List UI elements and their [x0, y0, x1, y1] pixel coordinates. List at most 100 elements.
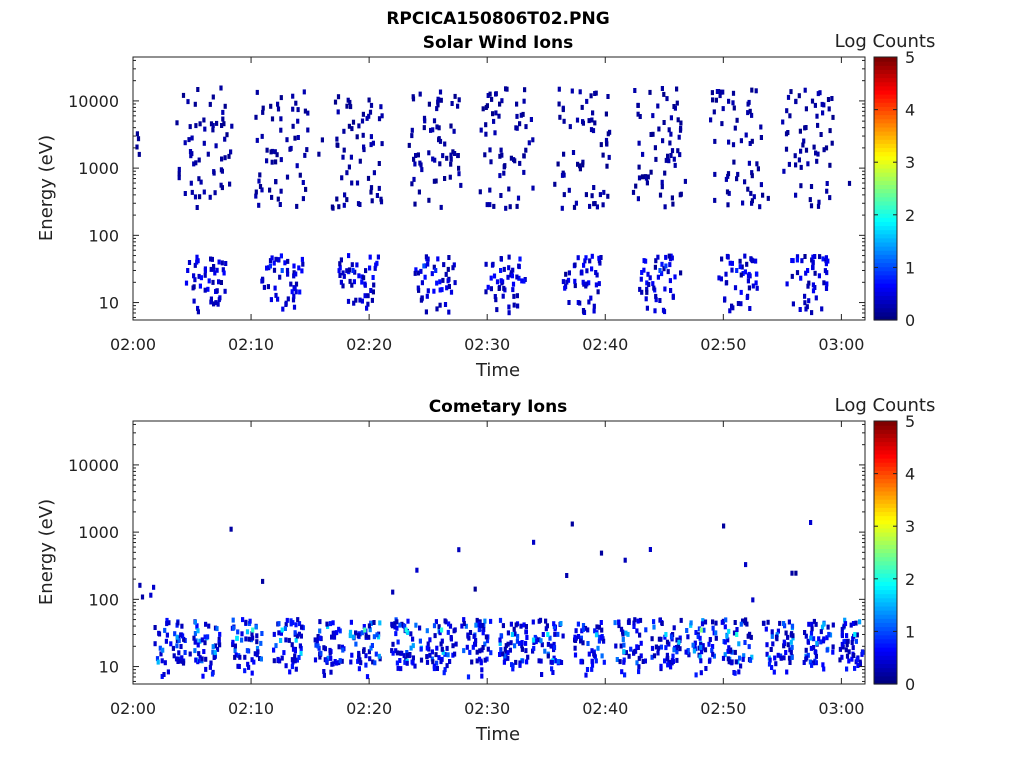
data-pixel — [730, 267, 734, 273]
data-pixel — [804, 147, 809, 153]
data-pixel — [277, 621, 281, 627]
data-pixel — [488, 147, 492, 153]
data-pixel — [735, 176, 739, 182]
data-pixel — [435, 645, 439, 651]
data-pixel — [453, 151, 457, 156]
colorbar-segment — [874, 564, 897, 570]
data-pixel — [809, 520, 813, 525]
data-pixel — [804, 106, 808, 112]
data-pixel — [368, 627, 372, 633]
colorbar-tick-label: 1 — [905, 622, 915, 641]
data-pixel — [770, 633, 774, 639]
data-pixel — [597, 624, 601, 630]
data-pixel — [418, 638, 422, 644]
colorbar-segment — [874, 552, 897, 558]
data-pixel — [744, 132, 748, 138]
data-pixel — [241, 617, 245, 623]
colorbar-segment — [874, 126, 897, 132]
data-pixel — [171, 645, 175, 651]
data-pixel — [293, 135, 297, 141]
data-pixel — [662, 309, 667, 315]
data-pixel — [842, 639, 846, 645]
colorbar-segment — [874, 548, 897, 554]
data-pixel — [337, 626, 341, 632]
data-pixel — [172, 653, 176, 659]
data-pixel — [701, 643, 705, 649]
data-pixel — [739, 289, 743, 295]
colorbar-label: Log Counts — [835, 31, 936, 52]
data-pixel — [714, 620, 718, 626]
data-pixel — [367, 97, 371, 103]
data-pixel — [654, 258, 658, 264]
data-pixel — [766, 195, 770, 201]
colorbar-segment — [874, 536, 897, 541]
data-pixel — [177, 166, 181, 172]
data-pixel — [750, 198, 754, 204]
data-pixel — [793, 153, 797, 159]
data-pixel — [776, 628, 780, 634]
data-pixel — [644, 627, 648, 633]
data-pixel — [276, 296, 280, 302]
data-pixel — [294, 622, 298, 628]
data-pixel — [442, 262, 446, 268]
data-pixel — [714, 630, 718, 636]
data-pixel — [296, 617, 300, 623]
data-pixel — [159, 651, 163, 657]
data-pixel — [342, 147, 346, 153]
data-pixel — [615, 657, 619, 662]
data-pixel — [478, 189, 482, 195]
data-pixel — [583, 258, 587, 264]
data-pixel — [470, 659, 474, 665]
data-pixel — [552, 621, 556, 627]
data-pixel — [286, 258, 290, 264]
x-tick-label: 02:00 — [110, 699, 156, 718]
data-pixel — [635, 644, 639, 650]
data-pixel — [449, 289, 454, 295]
data-pixel — [804, 270, 808, 276]
data-pixel — [437, 125, 441, 131]
data-pixel — [511, 281, 516, 287]
colorbar-segment — [874, 610, 897, 615]
data-pixel — [362, 624, 366, 629]
colorbar-tick-label: 4 — [905, 101, 915, 120]
data-pixel — [811, 264, 815, 270]
data-pixel — [567, 187, 571, 193]
data-pixel — [597, 281, 601, 287]
data-pixel — [820, 306, 824, 312]
data-pixel — [726, 637, 730, 643]
data-pixel — [567, 300, 571, 305]
data-pixel — [561, 633, 565, 639]
data-pixel — [826, 97, 831, 102]
data-pixel — [231, 617, 235, 623]
data-pixel — [424, 254, 428, 260]
data-pixel — [195, 205, 199, 210]
data-pixel — [665, 96, 669, 102]
data-pixel — [739, 272, 743, 278]
data-pixel — [158, 645, 162, 651]
data-pixel — [766, 619, 770, 625]
data-pixel — [531, 637, 536, 643]
data-pixel — [812, 144, 816, 150]
data-pixel — [515, 293, 519, 299]
data-pixel — [844, 647, 848, 653]
data-pixel — [257, 202, 261, 208]
data-pixel — [186, 99, 190, 105]
data-pixel — [533, 634, 537, 640]
data-pixel — [513, 158, 517, 164]
data-pixel — [336, 109, 340, 115]
data-pixel — [546, 653, 550, 659]
data-pixel — [331, 620, 335, 626]
data-pixel — [570, 521, 574, 527]
data-pixel — [726, 173, 730, 179]
data-pixel — [489, 159, 493, 165]
data-pixel — [698, 654, 702, 660]
data-pixel — [810, 662, 814, 668]
x-axis-label: Time — [475, 360, 520, 381]
data-pixel — [197, 157, 201, 163]
data-pixel — [351, 119, 356, 125]
data-pixel — [274, 292, 278, 298]
data-pixel — [590, 662, 595, 668]
data-pixel — [216, 301, 220, 307]
